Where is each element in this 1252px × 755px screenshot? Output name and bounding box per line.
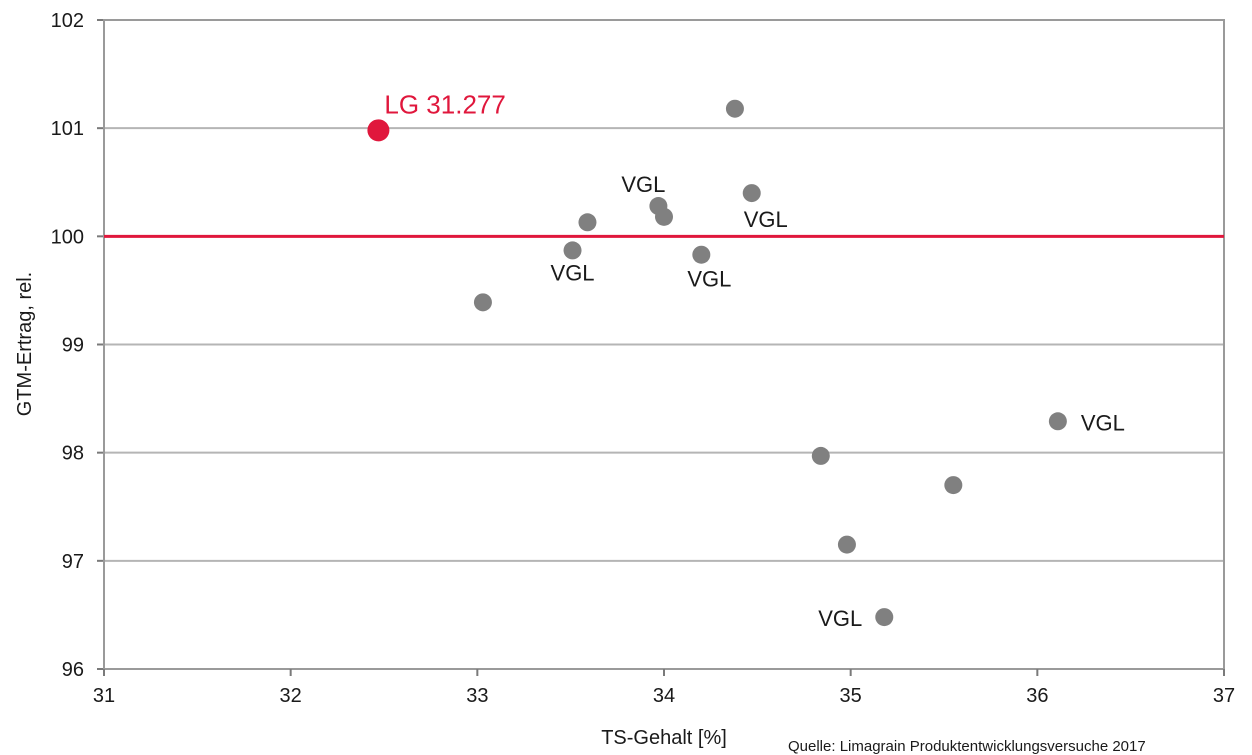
point-label-8: VGL [744,207,788,232]
x-tick-label-32: 32 [280,685,302,707]
data-points [367,99,1067,627]
point-label-4: VGL [621,172,665,197]
x-tick-label-33: 33 [466,685,488,707]
highlight-point [367,119,390,142]
y-tick-label-101: 101 [51,118,84,140]
data-point-9 [811,446,830,465]
data-point-10 [837,535,856,554]
point-label-13: VGL [1081,410,1125,435]
highlight-label: LG 31.277 [384,89,505,119]
tick-labels: 96 97 98 99 100 101 102 31 32 33 34 35 36 37 [51,10,1236,707]
x-tick-label-35: 35 [840,685,862,707]
y-tick-label-98: 98 [62,443,84,465]
y-tick-label-96: 96 [62,659,84,681]
data-point-1 [473,293,492,312]
y-tick-label-100: 100 [51,226,84,248]
grid-lines [104,19,1224,670]
data-point-5 [655,207,673,226]
data-point-12 [944,476,963,495]
y-tick-label-99: 99 [62,335,84,357]
x-tick-label-31: 31 [93,685,115,707]
x-axis-title: TS-Gehalt [%] [601,727,727,749]
data-point-13 [1048,412,1067,431]
point-labels: VGL VGL VGL VGL VGL VGL LG 31.277 [384,89,1124,631]
x-tick-label-34: 34 [653,685,675,707]
data-point-8 [742,184,761,203]
point-label-6: VGL [687,267,731,292]
point-label-11: VGL [818,606,862,631]
data-point-2 [563,241,582,260]
data-point-11 [875,608,894,627]
y-tick-label-97: 97 [62,551,84,573]
y-axis-title: GTM-Ertrag, rel. [14,272,36,416]
axes [97,19,1225,676]
data-point-3 [578,213,597,232]
data-point-7 [725,99,744,118]
source-note: Quelle: Limagrain Produktentwicklungsver… [788,738,1146,755]
point-label-2: VGL [551,260,595,285]
y-tick-label-102: 102 [51,10,84,32]
x-tick-label-36: 36 [1026,685,1048,707]
data-point-6 [692,245,711,264]
x-tick-label-37: 37 [1213,685,1235,707]
